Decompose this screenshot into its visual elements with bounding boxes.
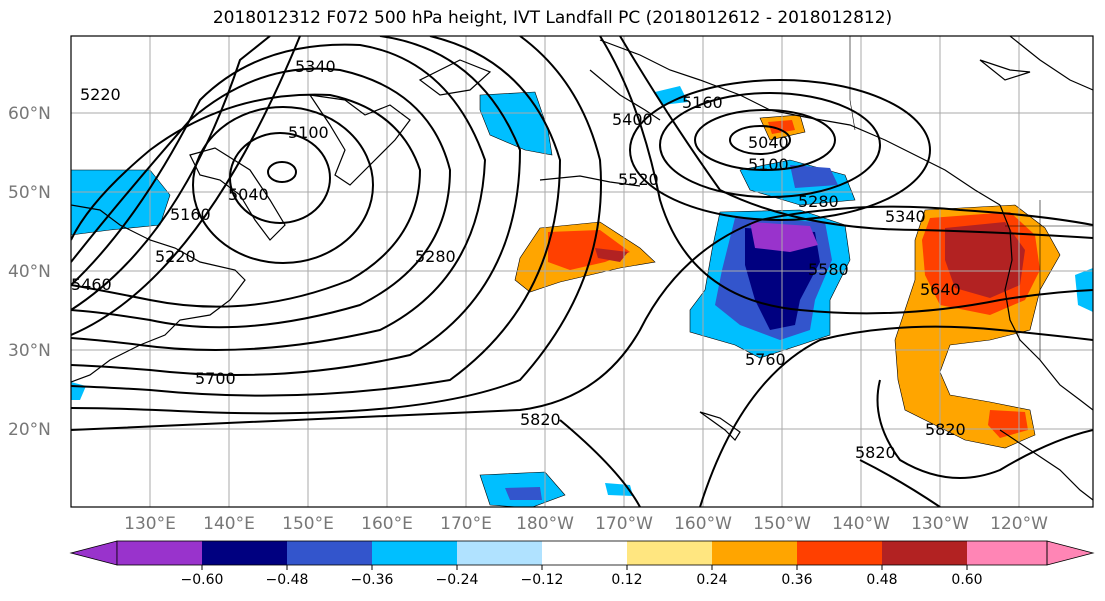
- lon-label: 170°E: [440, 514, 492, 534]
- contour-label: 5100: [288, 123, 329, 142]
- lat-label: 50°N: [8, 183, 51, 203]
- contour-label: 5220: [155, 247, 196, 266]
- contour-label: 5280: [798, 192, 839, 211]
- lon-label: 170°W: [595, 514, 653, 534]
- contour-label-group: 5220 5340 5100 5040 5160 5220 5460 5280 …: [71, 57, 966, 462]
- colorbar-tick-label: −0.24: [435, 572, 479, 588]
- map-title: 2018012312 F072 500 hPa height, IVT Land…: [212, 8, 893, 28]
- colorbar-tick-label: 0.24: [696, 572, 728, 588]
- lon-label: 130°E: [124, 514, 176, 534]
- lat-label: 30°N: [8, 341, 51, 361]
- colorbar-bin: [372, 541, 457, 565]
- colorbar-tick-label: −0.36: [350, 572, 394, 588]
- colorbar-bin: [542, 541, 627, 565]
- colorbar-bin: [202, 541, 287, 565]
- contour-label: 5820: [925, 420, 966, 439]
- colorbar: [69, 540, 1095, 570]
- contour-label: 5580: [808, 260, 849, 279]
- contour-label: 5100: [748, 155, 789, 174]
- colorbar-bin: [797, 541, 882, 565]
- lon-label: 120°W: [990, 514, 1048, 534]
- contour-label: 5700: [195, 369, 236, 388]
- lon-label: 140°E: [203, 514, 255, 534]
- contour-label: 5520: [618, 170, 659, 189]
- coastlines: [71, 36, 1093, 501]
- colorbar-tick-label: −0.60: [180, 572, 224, 588]
- colorbar-min-arrow: [69, 540, 118, 566]
- lon-label: 130°W: [911, 514, 969, 534]
- contour-label: 5820: [855, 443, 896, 462]
- colorbar-max-arrow: [1046, 540, 1095, 566]
- map-frame: [70, 35, 1094, 508]
- colorbar-bin: [627, 541, 712, 565]
- contour-label: 5340: [885, 207, 926, 226]
- contour-label: 5040: [748, 133, 789, 152]
- lon-label: 150°E: [282, 514, 334, 534]
- colorbar-tick-label: 0.12: [611, 572, 643, 588]
- colorbar-tick-label: −0.48: [265, 572, 309, 588]
- lat-label: 20°N: [8, 420, 51, 440]
- contour-label: 5820: [520, 410, 561, 429]
- colorbar-bin: [882, 541, 967, 565]
- lon-label: 180°W: [516, 514, 574, 534]
- contour-label: 5400: [612, 110, 653, 129]
- lon-label: 160°W: [674, 514, 732, 534]
- contour-label: 5220: [80, 85, 121, 104]
- lon-label: 140°W: [832, 514, 890, 534]
- colorbar-tick-label: 0.36: [781, 572, 813, 588]
- lon-label: 150°W: [753, 514, 811, 534]
- contour-label: 5280: [415, 247, 456, 266]
- lat-label: 40°N: [8, 262, 51, 282]
- contour-label: 5040: [228, 185, 269, 204]
- lon-label: 160°E: [361, 514, 413, 534]
- contour-label: 5460: [71, 275, 112, 294]
- colorbar-bin: [117, 541, 202, 565]
- contour-label: 5340: [295, 57, 336, 76]
- contour-label: 5160: [682, 93, 723, 112]
- height-contours: [71, 36, 1093, 507]
- contour-label: 5160: [170, 205, 211, 224]
- colorbar-bin: [287, 541, 372, 565]
- colorbar-bin: [712, 541, 797, 565]
- colorbar-tick-label: −0.12: [520, 572, 564, 588]
- colorbar-bin: [967, 541, 1047, 565]
- contour-label: 5760: [745, 350, 786, 369]
- lat-label: 60°N: [8, 104, 51, 124]
- contour-label: 5640: [920, 280, 961, 299]
- colorbar-tick-label: 0.48: [866, 572, 898, 588]
- colorbar-tick-label: 0.60: [951, 572, 983, 588]
- colorbar-bin: [457, 541, 542, 565]
